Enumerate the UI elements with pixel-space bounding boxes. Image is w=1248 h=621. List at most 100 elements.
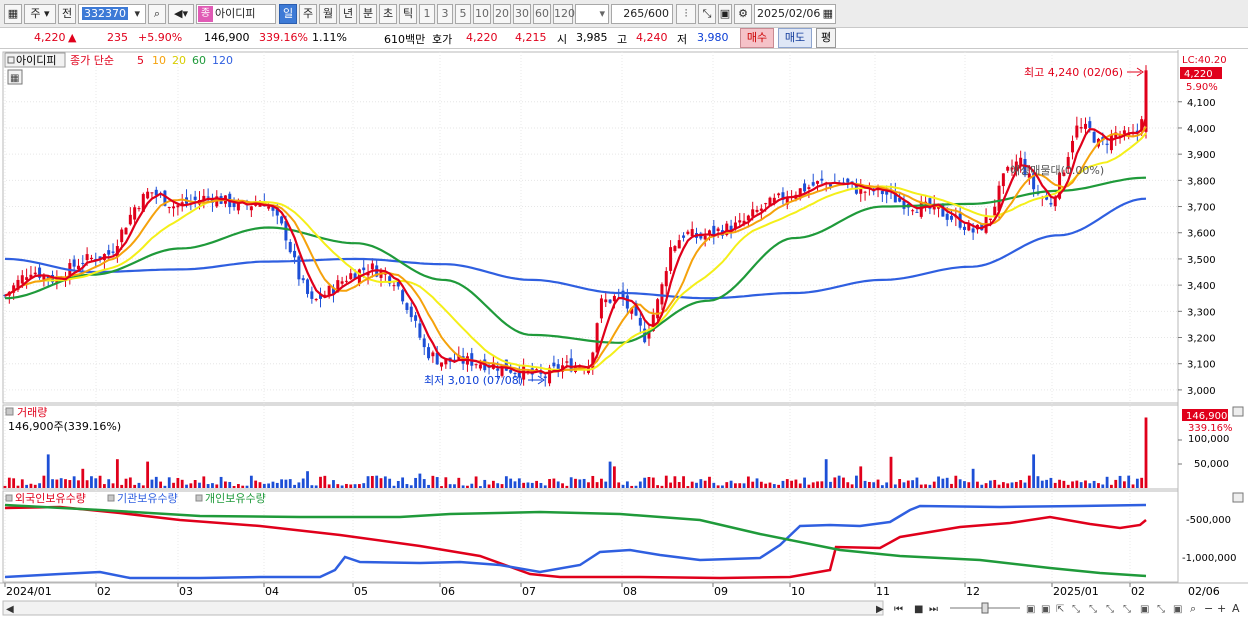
volume-bar (98, 475, 102, 488)
period-year[interactable]: 년 (339, 4, 357, 24)
interval-120[interactable]: 120 (553, 4, 575, 24)
holdings-close-icon[interactable] (1232, 492, 1244, 503)
candle-icon[interactable]: ⫶ (676, 4, 696, 24)
zoom-in-icon[interactable]: + (1217, 602, 1226, 615)
interval-1[interactable]: 1 (419, 4, 435, 24)
interval-20[interactable]: 20 (493, 4, 511, 24)
horizontal-scrollbar[interactable] (2, 600, 884, 616)
count-input[interactable]: 265/600 (611, 4, 673, 24)
holdings-lines (4, 503, 1147, 580)
toolbar-icon-10[interactable]: ▣ (1173, 604, 1182, 615)
toolbar-icon-8[interactable]: ▣ (1140, 604, 1149, 615)
last-price-badge (1180, 67, 1222, 79)
volume-bar (353, 484, 357, 488)
line-tool-icon[interactable]: ⤡ (698, 4, 716, 24)
sell-button[interactable]: 매도 (778, 28, 812, 48)
volume-bar (470, 483, 474, 488)
x-tick-label: 05 (354, 585, 368, 598)
stock-code-input[interactable]: 332370 ▾ (78, 4, 146, 24)
period-minute[interactable]: 분 (359, 4, 377, 24)
volume-bar (453, 484, 456, 488)
toolbar-icon-1[interactable]: ▣ (1026, 604, 1035, 615)
interval-custom-select[interactable]: ▾ (575, 4, 609, 24)
toolbar-icon-5[interactable]: ⤡ (1089, 604, 1097, 615)
volume-bar (189, 483, 193, 488)
volume-bar (1049, 477, 1053, 488)
zoom-slider-handle[interactable] (981, 602, 989, 614)
interval-60[interactable]: 60 (533, 4, 551, 24)
calendar-icon[interactable]: ▦ (822, 7, 833, 20)
scroll-left-icon[interactable]: ◀ (6, 604, 14, 615)
calculator-icon[interactable] (7, 69, 23, 85)
trade-amount: 610백만 (384, 33, 426, 46)
interval-10[interactable]: 10 (473, 4, 491, 24)
period-week[interactable]: 주 (299, 4, 317, 24)
date-input[interactable]: 2025/02/06 ▦ (754, 4, 836, 24)
search-icon[interactable]: ⌕ (148, 4, 166, 24)
candle-body (733, 222, 737, 230)
volume-bar (889, 456, 893, 488)
toolbar-icon-6[interactable]: ⤡ (1106, 604, 1114, 615)
interval-5[interactable]: 5 (455, 4, 471, 24)
stock-name-box[interactable]: 종 아이디피 (196, 4, 276, 24)
candle-body (370, 263, 374, 270)
candle-body (206, 196, 210, 198)
period-day[interactable]: 일 (279, 4, 297, 24)
toolbar-icon-9[interactable]: ⤡ (1157, 604, 1165, 615)
candle-body (993, 206, 997, 216)
period-tick[interactable]: 틱 (399, 4, 417, 24)
toolbar-icon-2[interactable]: ▣ (1041, 604, 1050, 615)
save-icon[interactable]: ▣ (718, 4, 732, 24)
prev-button[interactable]: 전 (58, 4, 76, 24)
toolbar-icon-4[interactable]: ⤡ (1072, 604, 1080, 615)
chevron-down-icon[interactable]: ▾ (134, 7, 140, 20)
speaker-icon[interactable]: ◀▾ (168, 4, 194, 24)
toolbar-icon-3[interactable]: ⇱ (1056, 604, 1064, 615)
interval-30[interactable]: 30 (513, 4, 531, 24)
volume-bar (38, 483, 41, 488)
last-page-icon[interactable]: ⏭ (929, 604, 938, 615)
volume-bar (461, 485, 465, 488)
scroll-right-icon[interactable]: ▶ (876, 604, 884, 615)
volume-bar (1144, 417, 1148, 488)
volume-bar (928, 484, 932, 488)
volume-bar (764, 483, 768, 488)
candle-body (725, 223, 729, 235)
x-tick-label: 02 (97, 585, 111, 598)
zoom-out-icon[interactable]: − (1204, 602, 1213, 615)
candle-body (898, 197, 902, 202)
candle-body (12, 285, 16, 293)
interval-3[interactable]: 3 (437, 4, 453, 24)
buy-button[interactable]: 매수 (740, 28, 774, 48)
candle-body (150, 192, 154, 194)
stop-icon[interactable]: ■ (914, 604, 923, 615)
auto-scale-icon[interactable]: A (1232, 602, 1240, 615)
volume-bar (418, 473, 422, 488)
market-select[interactable]: 주 ▾ (24, 4, 56, 24)
chart-menu-icon[interactable]: ▦ (4, 4, 22, 24)
volume-bar (513, 481, 517, 488)
volume-bar (617, 482, 621, 488)
gear-icon[interactable]: ⚙ (734, 4, 752, 24)
panel-close-icon[interactable] (1232, 406, 1244, 417)
volume-bar (332, 480, 335, 488)
candle-body (1027, 173, 1031, 178)
volume-bar (211, 483, 214, 488)
period-month[interactable]: 월 (319, 4, 337, 24)
high-label: 고 (617, 33, 628, 46)
candle-body (414, 315, 418, 321)
toolbar-icon-7[interactable]: ⤡ (1123, 604, 1131, 615)
volume-bar (1014, 481, 1018, 488)
zoom-search-icon[interactable]: ⌕ (1190, 602, 1196, 615)
first-page-icon[interactable]: ⏮ (894, 604, 903, 615)
volume-bar (215, 484, 219, 488)
volume-bar (68, 480, 72, 488)
avg-button[interactable]: 평 (816, 28, 836, 48)
stock-chart[interactable]: 아이디피 종가 단순 5 10 20 60 120 ▦ 최고 4,240 (02… (0, 50, 1248, 621)
ma-5: 5 (137, 54, 144, 67)
volume-bar (1105, 476, 1109, 488)
volume-bar (1023, 482, 1027, 488)
price-tick: 3,000 (1187, 386, 1216, 397)
period-second[interactable]: 초 (379, 4, 397, 24)
x-tick-label: 10 (791, 585, 805, 598)
